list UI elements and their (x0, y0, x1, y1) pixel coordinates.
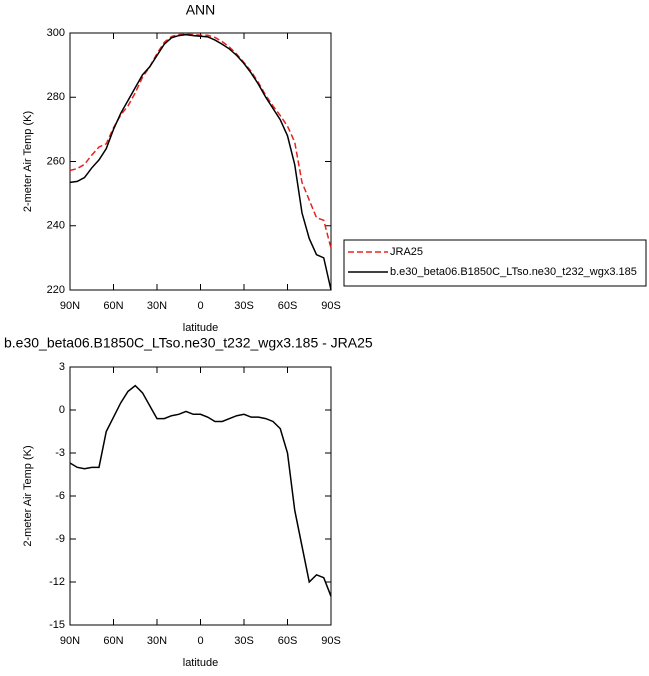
y-tick-label: -15 (49, 619, 65, 631)
y-tick-label: 240 (47, 220, 65, 232)
x-tick-label: 60S (278, 635, 298, 647)
y-tick-label: -3 (55, 447, 65, 459)
x-tick-label: 30S (234, 635, 254, 647)
chart-title: b.e30_beta06.B1850C_LTso.ne30_t232_wgx3.… (4, 335, 373, 351)
legend-label: JRA25 (390, 246, 423, 258)
x-tick-label: 0 (197, 635, 203, 647)
legend-label: b.e30_beta06.B1850C_LTso.ne30_t232_wgx3.… (390, 266, 637, 278)
y-tick-label: -9 (55, 533, 65, 545)
x-tick-label: 30S (234, 300, 254, 312)
x-tick-label: 60N (103, 635, 123, 647)
plot-frame (69, 32, 332, 291)
y-tick-label: 280 (47, 91, 65, 103)
x-tick-label: 90S (321, 300, 341, 312)
y-tick-label: -6 (55, 490, 65, 502)
y-tick-label: -12 (49, 576, 65, 588)
x-tick-label: 30N (147, 300, 167, 312)
x-tick-label: 90S (321, 635, 341, 647)
x-tick-label: 60N (103, 300, 123, 312)
y-tick-label: 220 (47, 284, 65, 296)
x-tick-label: 30N (147, 635, 167, 647)
x-axis-label: latitude (183, 322, 218, 334)
y-tick-label: 260 (47, 155, 65, 167)
chart-title: ANN (186, 2, 216, 18)
plot-frame (69, 366, 332, 626)
y-tick-label: 300 (47, 27, 65, 39)
x-tick-label: 90N (60, 635, 80, 647)
y-tick-label: 0 (59, 404, 65, 416)
x-tick-label: 0 (197, 300, 203, 312)
x-tick-label: 60S (278, 300, 298, 312)
y-tick-label: 3 (59, 361, 65, 373)
data-line (69, 384, 332, 597)
y-axis-label: 2-meter Air Temp (K) (22, 111, 34, 212)
x-tick-label: 90N (60, 300, 80, 312)
y-axis-label: 2-meter Air Temp (K) (22, 445, 34, 546)
data-line (69, 33, 332, 291)
legend-box (343, 239, 647, 287)
x-axis-label: latitude (183, 657, 218, 669)
